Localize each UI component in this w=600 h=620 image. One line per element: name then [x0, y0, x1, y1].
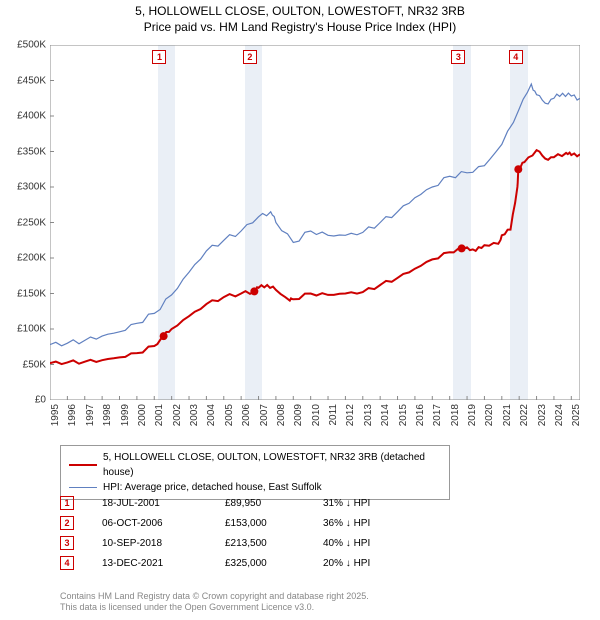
x-tick-label: 2001: [154, 404, 165, 426]
series-red-line: [50, 150, 580, 364]
y-axis: £0£50K£100K£150K£200K£250K£300K£350K£400…: [0, 45, 50, 400]
tx-date: 18-JUL-2001: [102, 498, 197, 509]
x-tick-label: 2021: [502, 404, 513, 426]
y-tick-label: £250K: [2, 217, 46, 228]
y-tick-label: £100K: [2, 324, 46, 335]
x-tick-label: 2011: [328, 404, 339, 426]
tx-delta: 36% ↓ HPI: [323, 518, 423, 529]
x-tick-label: 2013: [363, 404, 374, 426]
transaction-table: 1 18-JUL-2001 £89,950 31% ↓ HPI 2 06-OCT-2006…: [60, 493, 423, 573]
series-blue-line: [50, 84, 580, 346]
x-tick-label: 2015: [398, 404, 409, 426]
x-tick-label: 2009: [293, 404, 304, 426]
chart-marker-4: 4: [509, 50, 523, 64]
transaction-marker-dot: [250, 287, 258, 295]
y-tick-label: £200K: [2, 253, 46, 264]
tx-price: £325,000: [225, 558, 295, 569]
chart-plot: 1 2 3 4: [50, 45, 580, 400]
x-tick-label: 2002: [172, 404, 183, 426]
transaction-marker-dot: [514, 165, 522, 173]
legend-swatch-blue: [69, 487, 97, 489]
footer-line2: This data is licensed under the Open Gov…: [60, 602, 369, 614]
y-tick-label: £150K: [2, 288, 46, 299]
title-line1: 5, HOLLOWELL CLOSE, OULTON, LOWESTOFT, N…: [0, 4, 600, 20]
tx-marker-4: 4: [60, 556, 74, 570]
tx-date: 13-DEC-2021: [102, 558, 197, 569]
x-tick-label: 2005: [224, 404, 235, 426]
x-tick-label: 2006: [241, 404, 252, 426]
chart-title: 5, HOLLOWELL CLOSE, OULTON, LOWESTOFT, N…: [0, 0, 600, 35]
y-tick-label: £450K: [2, 75, 46, 86]
tx-delta: 40% ↓ HPI: [323, 538, 423, 549]
chart-marker-3: 3: [451, 50, 465, 64]
table-row: 1 18-JUL-2001 £89,950 31% ↓ HPI: [60, 493, 423, 513]
y-tick-label: £300K: [2, 182, 46, 193]
tx-date: 10-SEP-2018: [102, 538, 197, 549]
tx-marker-1: 1: [60, 496, 74, 510]
x-tick-label: 2007: [259, 404, 270, 426]
footer-line1: Contains HM Land Registry data © Crown c…: [60, 591, 369, 603]
y-tick-label: £50K: [2, 359, 46, 370]
x-tick-label: 2025: [571, 404, 582, 426]
title-line2: Price paid vs. HM Land Registry's House …: [0, 20, 600, 36]
y-tick-label: £500K: [2, 40, 46, 51]
tx-price: £213,500: [225, 538, 295, 549]
x-tick-label: 2016: [415, 404, 426, 426]
legend: 5, HOLLOWELL CLOSE, OULTON, LOWESTOFT, N…: [60, 445, 450, 500]
x-tick-label: 2024: [554, 404, 565, 426]
x-tick-label: 2019: [467, 404, 478, 426]
x-tick-label: 2014: [380, 404, 391, 426]
table-row: 3 10-SEP-2018 £213,500 40% ↓ HPI: [60, 533, 423, 553]
x-tick-label: 2012: [345, 404, 356, 426]
x-tick-label: 1997: [85, 404, 96, 426]
tx-delta: 20% ↓ HPI: [323, 558, 423, 569]
legend-item-red: 5, HOLLOWELL CLOSE, OULTON, LOWESTOFT, N…: [69, 450, 441, 480]
footer-attrib: Contains HM Land Registry data © Crown c…: [60, 591, 369, 614]
x-tick-label: 2018: [450, 404, 461, 426]
x-tick-label: 2008: [276, 404, 287, 426]
x-tick-label: 2020: [484, 404, 495, 426]
tx-price: £89,950: [225, 498, 295, 509]
transaction-marker-dot: [458, 244, 466, 252]
tx-price: £153,000: [225, 518, 295, 529]
tx-delta: 31% ↓ HPI: [323, 498, 423, 509]
legend-swatch-red: [69, 464, 97, 466]
x-tick-label: 1999: [120, 404, 131, 426]
x-tick-label: 2022: [519, 404, 530, 426]
y-tick-label: £0: [2, 395, 46, 406]
tx-marker-3: 3: [60, 536, 74, 550]
x-tick-label: 2010: [311, 404, 322, 426]
table-row: 4 13-DEC-2021 £325,000 20% ↓ HPI: [60, 553, 423, 573]
x-tick-label: 1998: [102, 404, 113, 426]
y-tick-label: £400K: [2, 111, 46, 122]
chart-marker-2: 2: [243, 50, 257, 64]
legend-label-red: 5, HOLLOWELL CLOSE, OULTON, LOWESTOFT, N…: [103, 450, 441, 480]
x-tick-label: 2004: [206, 404, 217, 426]
x-tick-label: 1995: [50, 404, 61, 426]
x-axis: 1995 1996 1997 1998 1999 2000 2001 2002 2003 2004…: [50, 400, 580, 440]
x-tick-label: 2017: [432, 404, 443, 426]
tx-date: 06-OCT-2006: [102, 518, 197, 529]
chart-marker-1: 1: [152, 50, 166, 64]
transaction-marker-dot: [160, 332, 168, 340]
tx-marker-2: 2: [60, 516, 74, 530]
x-tick-label: 2000: [137, 404, 148, 426]
x-tick-label: 2023: [537, 404, 548, 426]
line-plot-svg: [50, 45, 580, 400]
table-row: 2 06-OCT-2006 £153,000 36% ↓ HPI: [60, 513, 423, 533]
x-tick-label: 1996: [67, 404, 78, 426]
y-tick-label: £350K: [2, 146, 46, 157]
x-tick-label: 2003: [189, 404, 200, 426]
